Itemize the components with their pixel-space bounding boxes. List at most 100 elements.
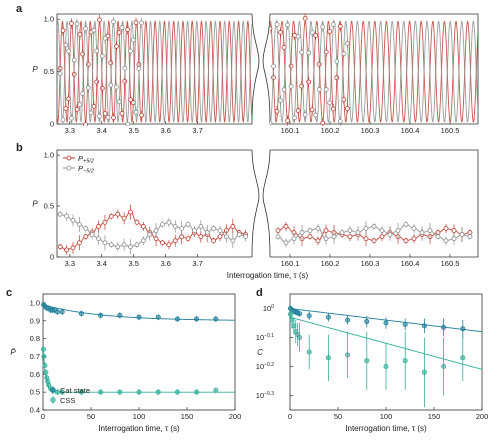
x-tick-label: 50 (334, 412, 342, 421)
data-point (54, 389, 60, 395)
data-point (59, 389, 65, 395)
data-point (323, 236, 329, 242)
x-tick-label: 160.4 (401, 259, 420, 268)
data-point (395, 228, 401, 233)
x-tick-label: 3.7 (192, 259, 202, 268)
data-point (117, 389, 123, 395)
data-point (76, 221, 82, 227)
x-tick-label: 3.3 (65, 126, 75, 135)
data-point (74, 21, 80, 27)
data-point (320, 120, 326, 126)
data-point (339, 230, 345, 235)
data-point (363, 236, 369, 242)
data-point (295, 34, 301, 39)
y-axis-label: C (257, 348, 263, 357)
data-point (281, 87, 287, 93)
data-point (115, 244, 121, 250)
data-point (60, 28, 66, 33)
series-css (287, 308, 483, 408)
y-axis-label: P (32, 200, 38, 209)
data-point (402, 321, 408, 327)
data-point (139, 20, 145, 26)
y-tick-label: 0.5 (44, 202, 54, 211)
data-point (345, 317, 351, 323)
x-tick-label: 160.2 (321, 126, 340, 135)
x-tick-label: 0 (41, 412, 45, 421)
data-point (460, 355, 466, 361)
data-point (411, 226, 417, 231)
data-point (383, 363, 389, 369)
y-tick-label: 0.9 (30, 316, 40, 325)
fringe-fit-line (57, 20, 252, 124)
data-point (130, 37, 136, 43)
data-point (111, 19, 116, 25)
data-point (330, 21, 336, 27)
axis-break-left (251, 13, 260, 125)
data-point (435, 234, 441, 240)
axis-frame-right (270, 13, 479, 125)
data-point (283, 224, 289, 229)
data-point (155, 314, 161, 320)
data-point (102, 35, 108, 41)
data-point (323, 49, 329, 55)
data-point (99, 53, 105, 59)
x-tick-label: 3.4 (97, 259, 107, 268)
x-tick-label: 3.6 (160, 126, 170, 135)
x-tick-label: 150 (181, 412, 194, 421)
data-point (443, 226, 449, 231)
data-point (85, 61, 91, 67)
legend-label-sub: +5/2 (83, 159, 94, 165)
data-point (64, 247, 69, 253)
x-tick-label: 3.7 (192, 126, 202, 135)
data-point (140, 224, 146, 229)
legend-marker (66, 155, 72, 161)
data-point (119, 25, 125, 30)
data-point (334, 75, 340, 81)
data-point (309, 30, 315, 35)
data-point (379, 234, 385, 240)
series-red-L (57, 204, 249, 255)
data-point (345, 352, 351, 358)
legend-marker (66, 165, 72, 171)
data-point (125, 27, 131, 32)
data-point (89, 232, 95, 237)
data-point (174, 389, 180, 395)
data-point (66, 48, 72, 54)
data-point (98, 389, 104, 395)
panel-letter-b: b (16, 142, 23, 154)
data-point (166, 219, 172, 225)
data-point (323, 87, 329, 92)
data-point (85, 85, 91, 91)
x-tick-label: 160.5 (441, 126, 460, 135)
legend-label: CSS (60, 396, 75, 405)
data-point (306, 313, 312, 319)
data-point (325, 314, 331, 320)
data-point (41, 353, 47, 359)
data-point (213, 387, 219, 393)
data-point (40, 346, 46, 352)
legend-label: P+5/2 (78, 154, 94, 165)
y-tick-label: 0.5 (30, 388, 40, 397)
data-point (288, 83, 294, 89)
y-tick-label: 10−0.2 (256, 362, 274, 371)
axis-frame-left (56, 149, 252, 258)
data-point (327, 29, 333, 34)
x-tick-label: 0 (288, 412, 292, 421)
x-tick-label: 3.4 (97, 126, 107, 135)
data-point (42, 362, 48, 368)
data-point (295, 108, 301, 113)
data-point (316, 87, 322, 92)
data-point (230, 238, 236, 244)
data-point (325, 355, 331, 361)
x-tick-label: 160.2 (321, 259, 340, 268)
data-point (83, 234, 89, 240)
data-point (97, 113, 102, 119)
data-point (459, 232, 465, 237)
legend-label-main: P (78, 154, 83, 163)
fringe-fit-line (270, 20, 478, 123)
data-point (69, 21, 74, 26)
axis-frame-right (270, 149, 479, 258)
data-point (270, 26, 273, 32)
data-point (172, 238, 178, 244)
